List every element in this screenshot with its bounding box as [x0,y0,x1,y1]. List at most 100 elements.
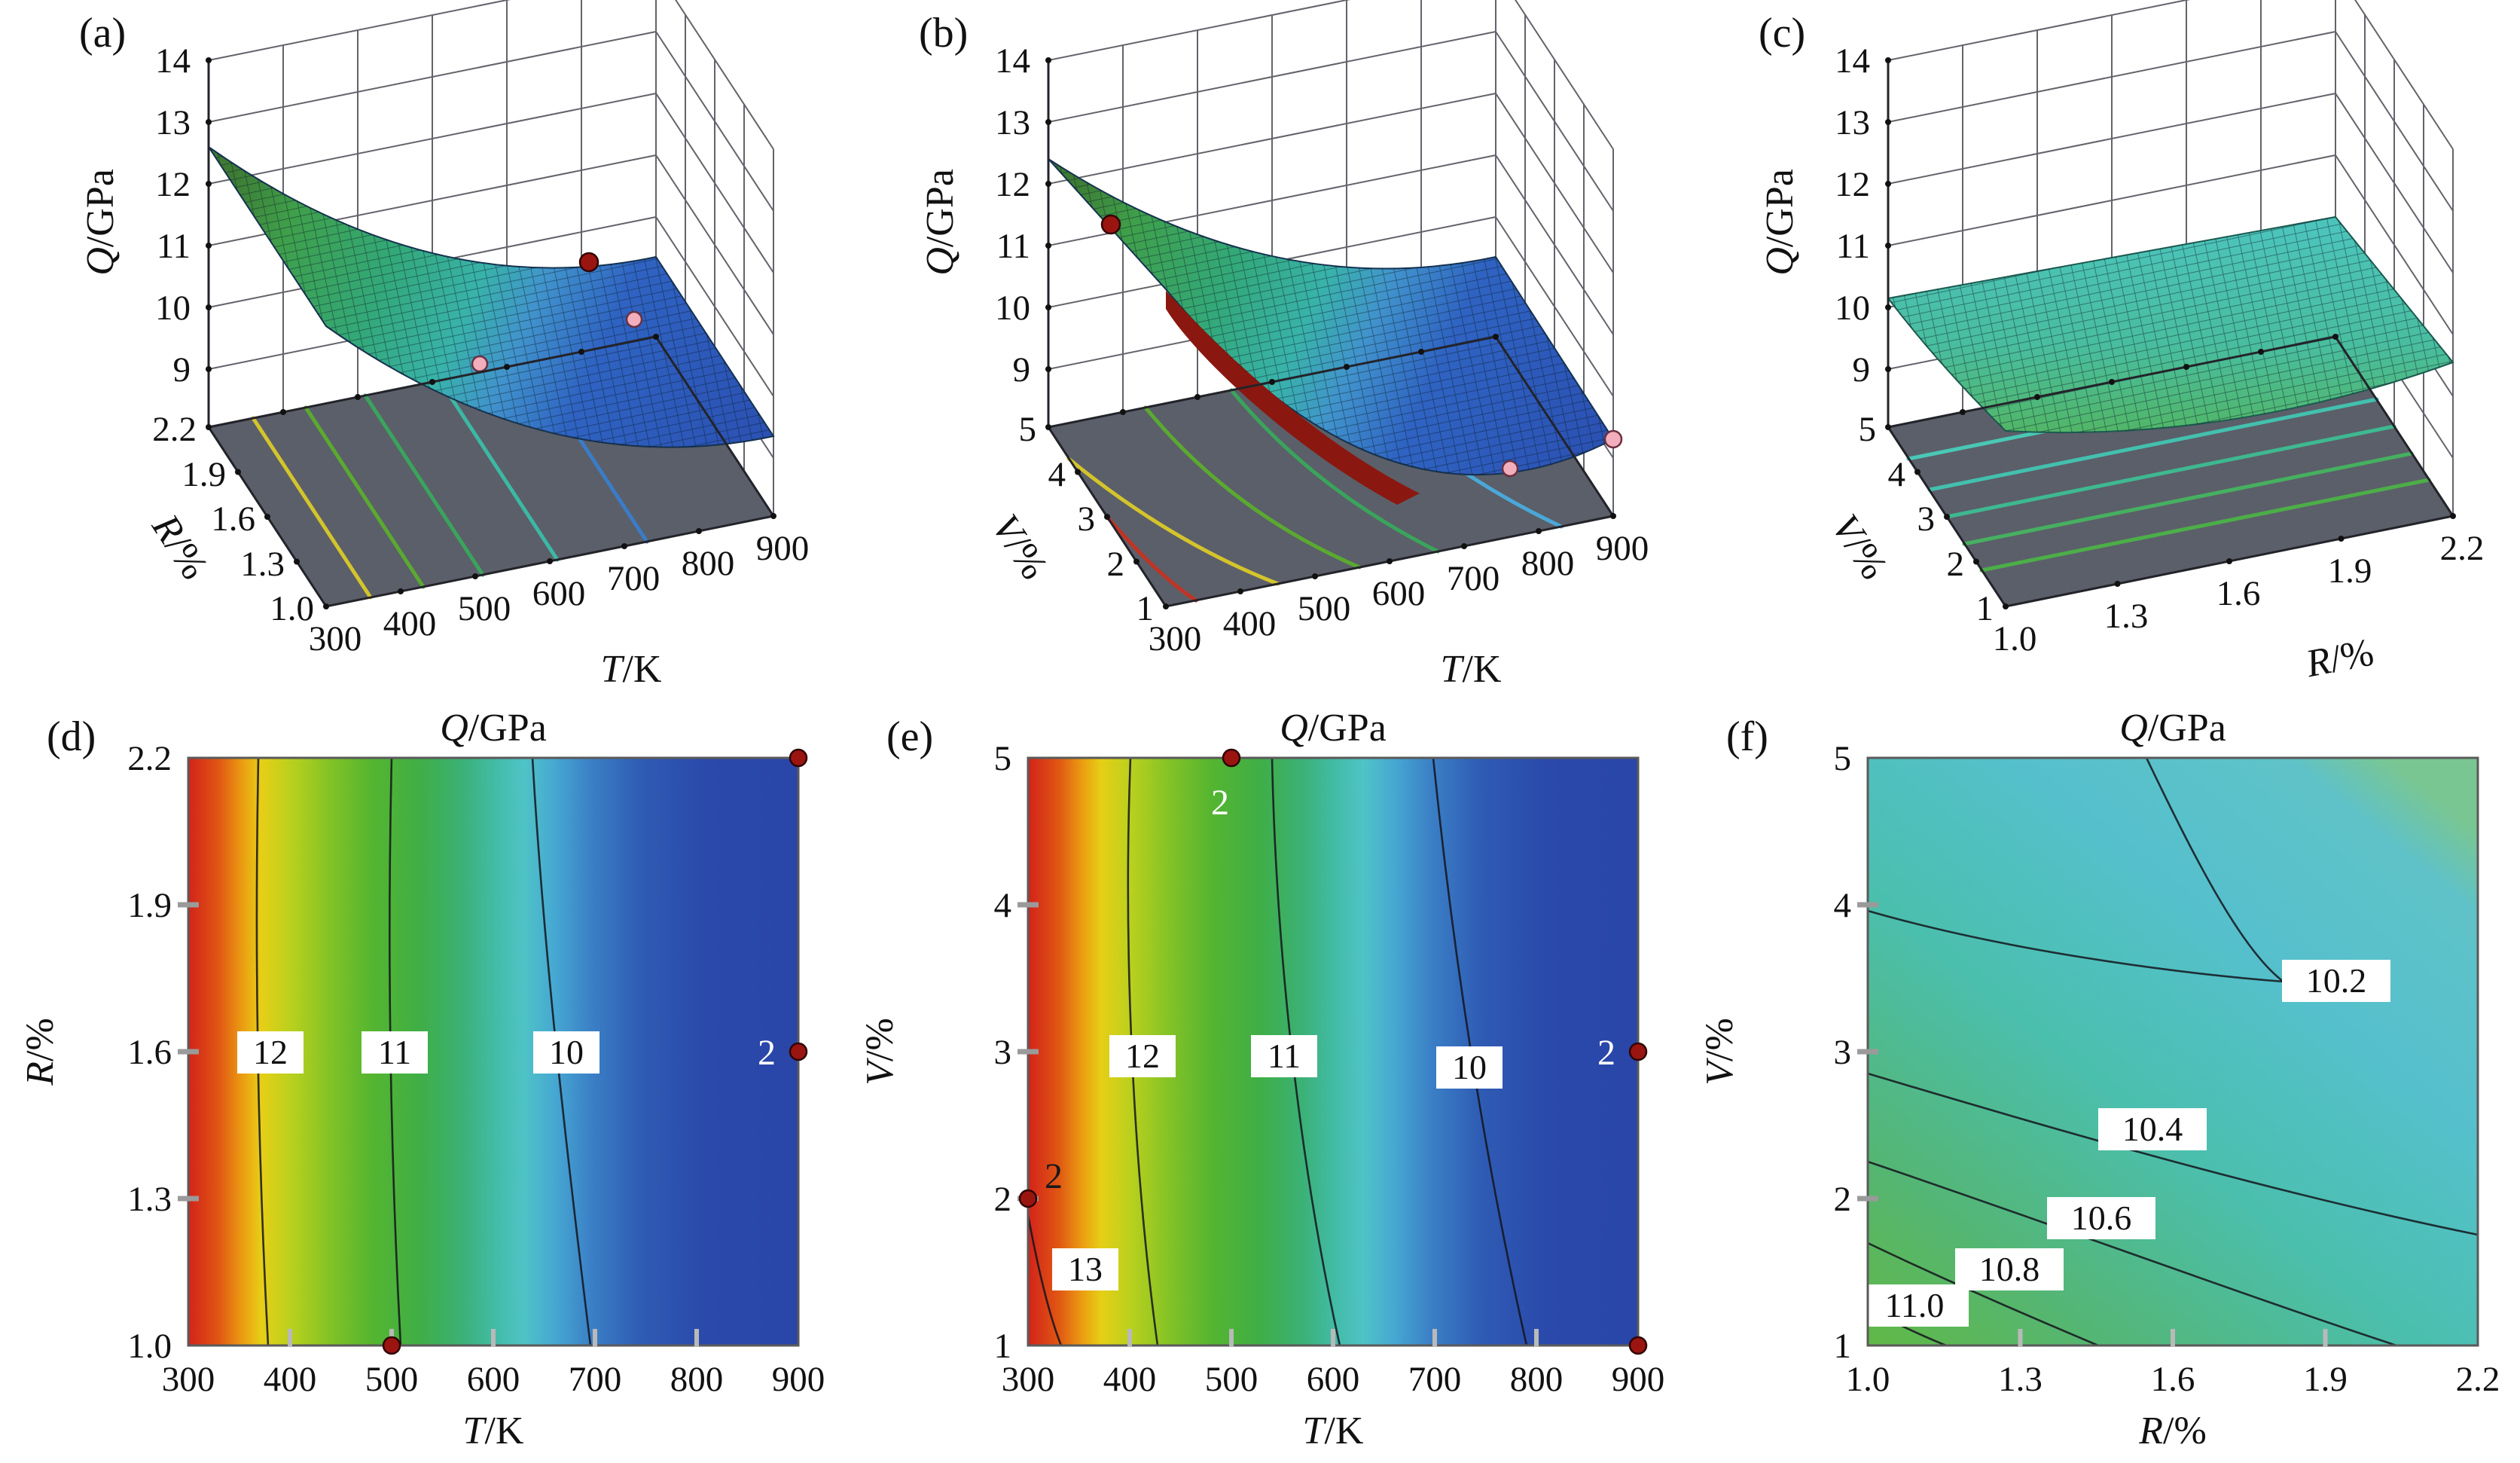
y-tick-label: 1.6 [127,1033,172,1072]
depth-axis: 2.2 1.9 1.6 1.3 1.0 R/% [143,410,314,628]
depth-tick-label: 1 [1976,589,1994,628]
floor-contour-teal [438,378,560,562]
x-tick-label: 600 [1307,1360,1360,1399]
z-tick-label: 13 [1835,103,1870,142]
tick-marks [1857,902,2328,1347]
panel-d-contour: (d) Q/GPa 12 11 10 2 2.2 1 [19,709,825,1452]
depth-tick-label: 2 [1107,545,1125,584]
y-tick-label: 3 [994,1033,1012,1072]
contour-fill [1868,758,2478,1345]
panel-c-surface3d: (c) 14 13 12 11 10 9 Q/GPa 5 4 3 2 1 V/%… [1759,0,2484,686]
pink-point [1603,429,1623,449]
y-tick-label: 1 [994,1327,1012,1366]
x-tick-label: 500 [1298,589,1351,628]
depth-tick-label: 4 [1888,455,1906,494]
x-tick-label: 600 [467,1360,520,1399]
contour-label: 10.6 [2047,1197,2155,1239]
z-tick-label: 10 [155,289,191,328]
x-axis-title: T/K [1441,648,1502,691]
z-axis-title: Q/GPa [79,169,122,276]
design-point [382,1336,401,1355]
surface-underside-red [1166,291,1420,505]
y-tick-label: 5 [1834,739,1852,778]
point-count-label: 2 [1045,1156,1063,1196]
x-tick-label: 700 [569,1360,622,1399]
pink-point [471,355,489,373]
y-tick-label: 4 [1834,886,1852,925]
x-tick-label: 700 [1408,1360,1462,1399]
contour-label: 12 [1109,1035,1176,1077]
surface [1887,215,2454,434]
depth-tick-label: 3 [1917,499,1936,539]
design-point [1018,1189,1038,1208]
z-tick-label: 14 [995,41,1030,81]
x-tick-label: 800 [1510,1360,1564,1399]
x-tick-label: 1.9 [2303,1360,2348,1399]
contour-lines [1867,757,2479,1347]
depth-tick-label: 1 [1136,589,1155,628]
panel-a-surface3d: (a) 14 13 12 11 10 9 Q/GPa 2.2 1.9 1.6 1… [79,0,810,691]
y-tick-label: 1 [1834,1327,1852,1366]
dark-red-point [1100,214,1121,235]
y-tick-label: 1.3 [127,1180,172,1219]
x-tick-label: 300 [162,1360,215,1399]
panel-f-contour: (f) Q/GPa 10.2 10.4 10.6 10.8 [1698,709,2500,1452]
contour-label: 12 [237,1031,304,1074]
y-axis: 2.2 1.9 1.6 1.3 1.0 R/% [19,739,172,1366]
x-axis-title: T/K [463,1410,524,1452]
depth-tick-label: 2 [1947,545,1965,584]
depth-tick-label: 2.2 [152,410,197,449]
svg-text:12: 12 [253,1033,288,1071]
floor-contour-green2 [1229,388,1440,554]
depth-tick-label: 5 [1859,410,1877,449]
x-tick-label: 600 [532,574,586,613]
x-tick-label: 500 [365,1360,419,1399]
z-axis-title: Q/GPa [919,169,962,276]
axes-box [1885,57,2456,609]
x-tick-label: 500 [1205,1360,1258,1399]
x-tick-label: 300 [1002,1360,1055,1399]
x-tick-label: 1.3 [1998,1360,2043,1399]
z-tick-label: 13 [995,103,1030,142]
depth-tick-label: 4 [1048,455,1066,494]
contour-label: 10.8 [1955,1248,2064,1290]
z-axis: 14 13 12 11 10 9 Q/GPa [1759,41,1870,389]
z-tick-label: 9 [173,350,191,389]
x-axis-title: R/% [2138,1410,2207,1452]
floor-contour-green1 [1143,405,1362,570]
x-tick-label: 400 [1223,604,1277,643]
contour-label: 11.0 [1860,1284,1969,1327]
contour-label: 13 [1052,1248,1118,1290]
x-tick-label: 800 [670,1360,724,1399]
svg-text:10.4: 10.4 [2122,1110,2183,1148]
design-point [1628,1336,1648,1355]
panel-label: (e) [886,713,933,760]
x-tick-label: 1.9 [2328,551,2372,591]
y-tick-label: 5 [994,739,1012,778]
contour-label: 10.4 [2098,1108,2207,1150]
panel-label: (c) [1759,10,1805,57]
depth-tick-label: 1.0 [270,589,314,628]
floor-contour-teal-green [1945,424,2396,519]
z-tick-label: 9 [1853,350,1871,389]
z-axis: 14 13 12 11 10 9 Q/GPa [79,41,191,389]
z-tick-label: 11 [157,227,191,266]
depth-axis-title: V/% [984,507,1057,587]
floor-contour-teal2 [1927,397,2379,492]
contour-label: 10.2 [2282,960,2390,1002]
svg-text:10.2: 10.2 [2306,961,2367,1000]
svg-text:10: 10 [549,1033,584,1071]
x-tick-label: 900 [756,529,810,568]
contour-label: 10 [1436,1046,1503,1089]
depth-axis-title: V/% [1823,507,1896,587]
y-tick-label: 1.0 [127,1327,172,1366]
y-axis: 5 4 3 2 1 V/% [1698,739,1851,1366]
x-axis: 1.0 1.3 1.6 1.9 2.2 R/% [1846,1360,2500,1452]
z-tick-label: 11 [996,227,1030,266]
floor-contour-green2 [363,393,485,577]
x-tick-label: 800 [1521,544,1575,583]
panel-title: Q/GPa [1280,709,1387,750]
axes-box [1045,57,1616,609]
contour-label: 10 [533,1031,599,1074]
